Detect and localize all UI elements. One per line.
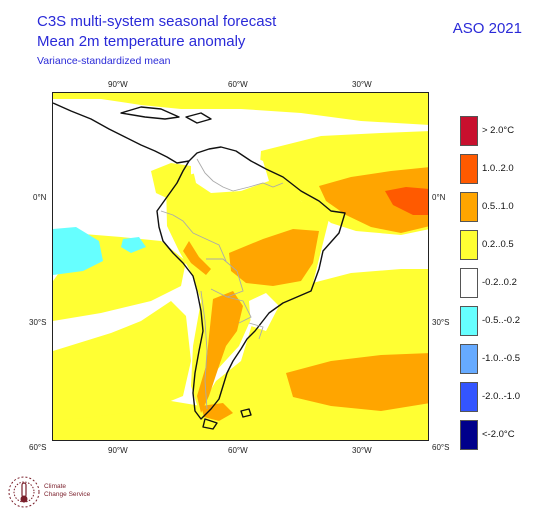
lon-tick-top-30w: 30°W (352, 80, 372, 89)
season-label: ASO 2021 (452, 20, 522, 37)
legend-swatch (460, 230, 478, 260)
legend-label: -1.0..-0.5 (482, 353, 521, 364)
field-orange-andes (183, 241, 211, 275)
legend-item: > 2.0°C (460, 116, 542, 146)
field-white-south-brazil (249, 293, 279, 331)
chart-variable: Mean 2m temperature anomaly (37, 33, 246, 50)
legend-label: 0.2..0.5 (482, 239, 514, 250)
legend-swatch (460, 192, 478, 222)
legend-item: -1.0..-0.5 (460, 344, 542, 374)
legend-label: -0.5..-0.2 (482, 315, 521, 326)
border-bolivia (206, 258, 244, 298)
legend-item: 0.2..0.5 (460, 230, 542, 260)
legend-item: 0.5..1.0 (460, 192, 542, 222)
border-peru-brazil (192, 232, 227, 262)
field-yellow-pacific (53, 301, 191, 421)
lon-tick-bottom-60w: 60°W (228, 446, 248, 455)
field-white-north (191, 151, 269, 193)
legend-label: <-2.0°C (482, 429, 515, 440)
lon-tick-top-90w: 90°W (108, 80, 128, 89)
field-orange-southatlantic (286, 353, 428, 411)
coastlines (53, 102, 346, 430)
title-block: C3S multi-system seasonal forecast Mean … (37, 12, 276, 68)
border-colombia-venezuela (196, 158, 234, 192)
chart-subtitle: Variance-standardized mean (37, 55, 171, 67)
logo-line2: Change Service (44, 491, 91, 498)
south-america-coastline (156, 146, 346, 420)
falklands-coastline (240, 408, 252, 418)
legend-label: -0.2..0.2 (482, 277, 517, 288)
cuba-coastline (120, 106, 180, 120)
lon-tick-bottom-30w: 30°W (352, 446, 372, 455)
hispaniola-coastline (185, 112, 212, 124)
field-darkorange-atlantic (385, 187, 428, 215)
lon-tick-top-60w: 60°W (228, 80, 248, 89)
legend-swatch (460, 344, 478, 374)
tierra-del-fuego-coastline (202, 418, 218, 430)
lat-tick-right-30s: 30°S (432, 318, 450, 327)
field-orange-equatorial-atlantic (319, 167, 428, 233)
copernicus-climate-logo: Climate Change Service (4, 472, 114, 512)
climate-logo-icon (8, 476, 40, 508)
lat-tick-left-0n: 0°N (33, 193, 47, 202)
legend-item: -2.0..-1.0 (460, 382, 542, 412)
border-ecuador-peru (160, 210, 194, 234)
legend-label: 1.0..2.0 (482, 163, 514, 174)
forecast-map (52, 92, 429, 441)
logo-text: Climate Change Service (44, 483, 90, 499)
legend-item: 1.0..2.0 (460, 154, 542, 184)
legend-swatch (460, 116, 478, 146)
logo-line1: Climate (44, 483, 67, 490)
map-svg (53, 93, 428, 440)
central-america-coastline (53, 102, 190, 164)
anomaly-fields (53, 93, 428, 440)
legend-item: -0.5..-0.2 (460, 306, 542, 336)
legend-item: -0.2..0.2 (460, 268, 542, 298)
legend-swatch (460, 306, 478, 336)
legend-label: -2.0..-1.0 (482, 391, 521, 402)
field-cyan-pacific (53, 227, 103, 275)
country-borders (160, 158, 284, 410)
lat-tick-left-30s: 30°S (29, 318, 47, 327)
field-yellow-caribbean (53, 93, 428, 125)
legend-item: <-2.0°C (460, 420, 542, 450)
legend-label: 0.5..1.0 (482, 201, 514, 212)
border-chile-argentina (200, 290, 208, 410)
lon-tick-bottom-90w: 90°W (108, 446, 128, 455)
lat-tick-right-0n: 0°N (432, 193, 446, 202)
legend-label: > 2.0°C (482, 125, 515, 136)
border-paraguay (226, 296, 252, 324)
field-orange-argentina (197, 291, 243, 413)
border-uruguay (248, 322, 264, 340)
border-venezuela-brazil (232, 182, 284, 192)
field-orange-tip (201, 403, 233, 421)
legend-swatch (460, 268, 478, 298)
field-yellow-amazon-north (151, 163, 191, 201)
legend-swatch (460, 382, 478, 412)
field-cyan-pacific-small (121, 237, 146, 253)
lat-tick-left-60s: 60°S (29, 443, 47, 452)
legend-swatch (460, 420, 478, 450)
field-orange-brazil (229, 229, 319, 286)
legend-swatch (460, 154, 478, 184)
lat-tick-right-60s: 60°S (432, 443, 450, 452)
chart-title: C3S multi-system seasonal forecast (37, 13, 277, 30)
